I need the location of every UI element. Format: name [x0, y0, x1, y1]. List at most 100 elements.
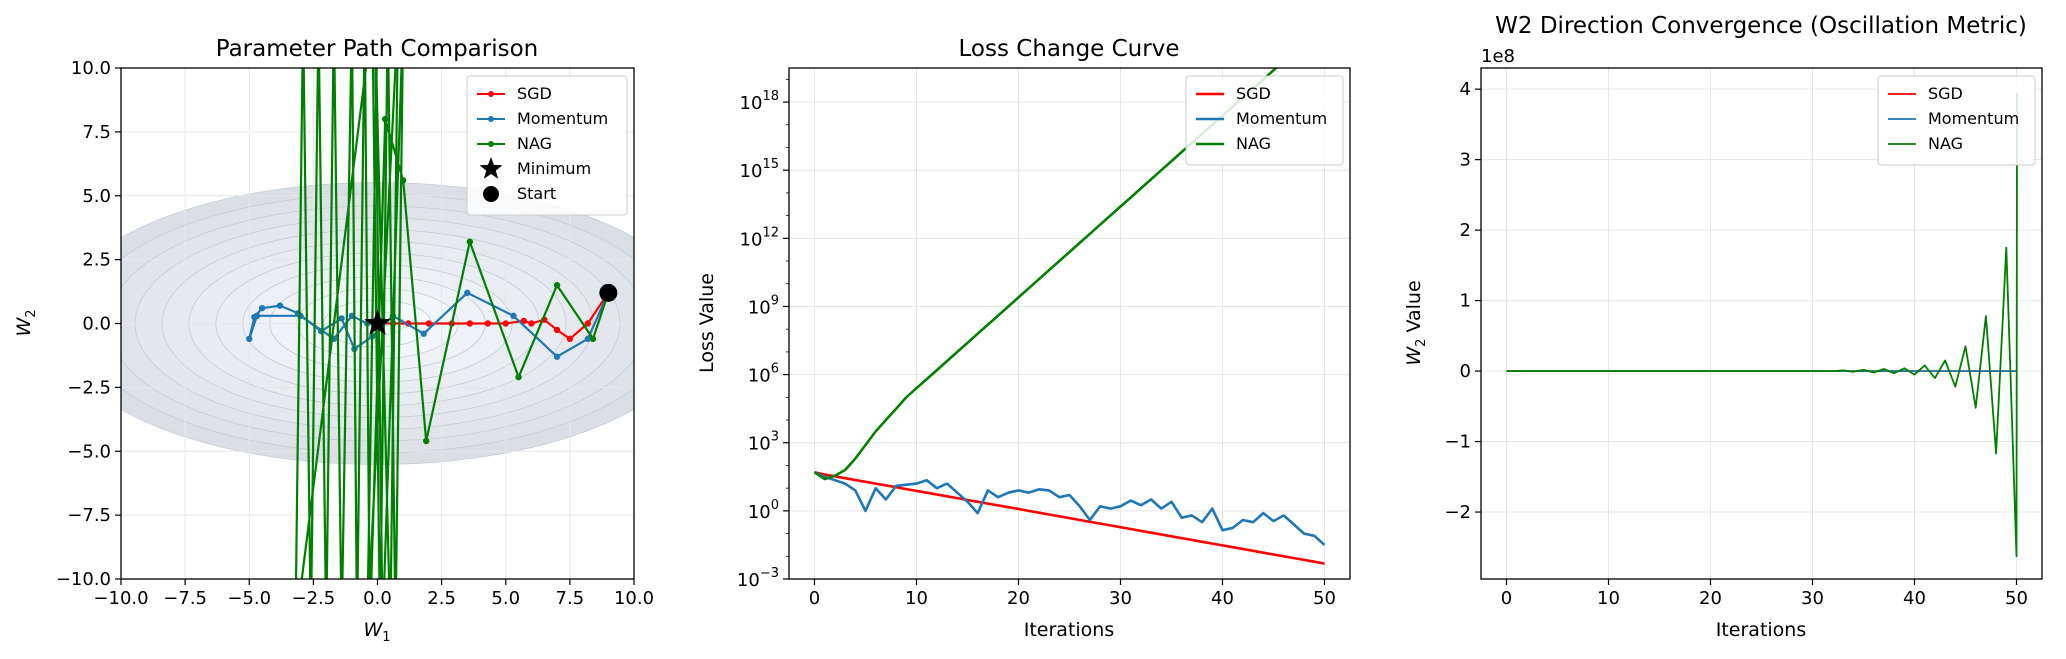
- chart-title: W2 Direction Convergence (Oscillation Me…: [1495, 13, 2027, 39]
- data-point: [381, 115, 389, 123]
- data-point: [258, 304, 266, 312]
- legend-label: SGD: [1928, 84, 1963, 103]
- y-tick-label: −2.5: [67, 377, 111, 398]
- data-point: [528, 320, 535, 327]
- legend-box: [1877, 75, 2036, 166]
- plot-frame: [1480, 67, 2043, 580]
- legend-entry: Momentum: [1196, 109, 1327, 128]
- y-tick-label: 3: [1460, 150, 1471, 171]
- x-axis-label: Iterations: [1024, 619, 1115, 641]
- y-tick-label: 1012: [740, 225, 779, 250]
- y-tick-label: 109: [748, 293, 779, 318]
- x-tick-label: 20: [1007, 588, 1030, 609]
- legend-marker: [488, 116, 494, 122]
- data-point: [420, 330, 427, 337]
- legend: SGD Momentum NAG: [1877, 75, 2036, 166]
- x-tick-label: 20: [1699, 588, 1722, 609]
- data-point: [466, 320, 474, 327]
- w2-convergence-chart: 0 10 20 30 40 50 −2 −1 0 1 2 3 4 W2 Direction Conver…: [1403, 13, 2043, 641]
- y-tick-label: 10−3: [737, 566, 779, 591]
- legend-star-icon: [479, 157, 503, 179]
- legend-entry: SGD: [1196, 84, 1271, 103]
- x-tick-label: −2.5: [292, 588, 336, 609]
- legend-entry: NAG: [477, 134, 552, 153]
- y-tick-label: 5.0: [82, 186, 111, 207]
- data-point: [515, 373, 522, 381]
- legend-entry: Momentum: [1888, 109, 2019, 128]
- y-tick-label: 100: [748, 498, 779, 523]
- plot-frame: [788, 67, 1351, 580]
- y-axis-label: W2 Value: [1403, 280, 1429, 365]
- y-tick-label: 1018: [740, 89, 779, 114]
- x-axis-label: W1: [363, 619, 390, 645]
- legend-label: NAG: [517, 134, 552, 153]
- series-momentum: [813, 471, 1326, 546]
- legend-label: Momentum: [1928, 109, 2019, 128]
- legend-box: [1185, 75, 1344, 166]
- data-point: [553, 281, 561, 289]
- x-tick-label: 10: [1597, 588, 1620, 609]
- legend-label: SGD: [517, 84, 552, 103]
- x-tick-label: 50: [1313, 588, 1336, 609]
- chart-title: Parameter Path Comparison: [216, 36, 539, 62]
- y-tick-label: −5.0: [67, 441, 111, 462]
- series-nag: [294, 68, 612, 579]
- legend: SGD Momentum NAG: [1185, 75, 1344, 166]
- series-layer: [1506, 92, 2018, 558]
- x-tick-label: 0.0: [363, 588, 392, 609]
- data-point: [246, 335, 253, 343]
- data-point: [510, 312, 517, 320]
- tick-labels: 0 10 20 30 40 50 10−3 100 103 106 109 1012 1015 1018: [737, 78, 1336, 609]
- legend-entry: SGD: [477, 84, 552, 103]
- y-tick-label: 106: [748, 362, 779, 387]
- y-tick-label: 0: [1460, 361, 1471, 382]
- legend-marker: [488, 91, 494, 97]
- legend: SGD Momentum NAG Minimum Start: [466, 75, 628, 216]
- data-point: [464, 289, 471, 297]
- x-tick-label: 40: [1903, 588, 1926, 609]
- legend-label: Momentum: [1236, 109, 1327, 128]
- y-tick-label: −1: [1444, 432, 1471, 453]
- data-point: [584, 335, 592, 343]
- data-point: [502, 320, 509, 327]
- loss-curve-chart: 0 10 20 30 40 5010−3100103106109101210151018 …: [696, 36, 1351, 641]
- chart-title: Loss Change Curve: [959, 36, 1180, 62]
- y-tick-label: −7.5: [67, 505, 111, 526]
- y-tick-label: 4: [1460, 79, 1471, 100]
- legend-label: Minimum: [517, 159, 591, 178]
- series-line: [294, 68, 610, 579]
- y-tick-label: 0.0: [82, 314, 111, 335]
- legend-marker: [488, 141, 494, 147]
- legend-entry: Minimum: [479, 157, 591, 179]
- data-point: [425, 320, 432, 327]
- y-tick-label: 2.5: [82, 250, 111, 271]
- x-axis-label: Iterations: [1716, 619, 1807, 641]
- data-point: [553, 353, 561, 360]
- x-tick-label: 7.5: [556, 588, 585, 609]
- data-point: [338, 315, 345, 322]
- legend-entry: NAG: [1888, 134, 1963, 153]
- legend-label: NAG: [1928, 134, 1963, 153]
- data-point: [566, 335, 574, 343]
- legend-label: NAG: [1236, 134, 1271, 153]
- x-tick-label: 30: [1109, 588, 1132, 609]
- x-tick-label: 40: [1211, 588, 1234, 609]
- parameter-path-chart: −10.0 −7.5 −5.0 −2.5 0.0 2.5 5.0 7.5 10.0 −10.0 −7…: [13, 36, 654, 645]
- data-point: [584, 320, 592, 327]
- y-tick-label: 103: [748, 430, 779, 455]
- data-point: [589, 335, 597, 343]
- series-sgd: [814, 471, 1325, 565]
- data-point: [276, 302, 284, 309]
- y-axis-label: Loss Value: [696, 273, 718, 373]
- legend-entry: NAG: [1196, 134, 1271, 153]
- series-layer: [246, 68, 618, 579]
- y-tick-label: 10.0: [71, 58, 111, 79]
- y-tick-label: 2: [1460, 220, 1471, 241]
- legend-label: SGD: [1236, 84, 1271, 103]
- data-point: [253, 312, 261, 320]
- x-tick-label: 50: [2005, 588, 2028, 609]
- legend-label: Start: [517, 184, 556, 203]
- x-tick-label: 2.5: [427, 588, 456, 609]
- x-tick-label: 5.0: [491, 588, 520, 609]
- series-line: [377, 292, 610, 340]
